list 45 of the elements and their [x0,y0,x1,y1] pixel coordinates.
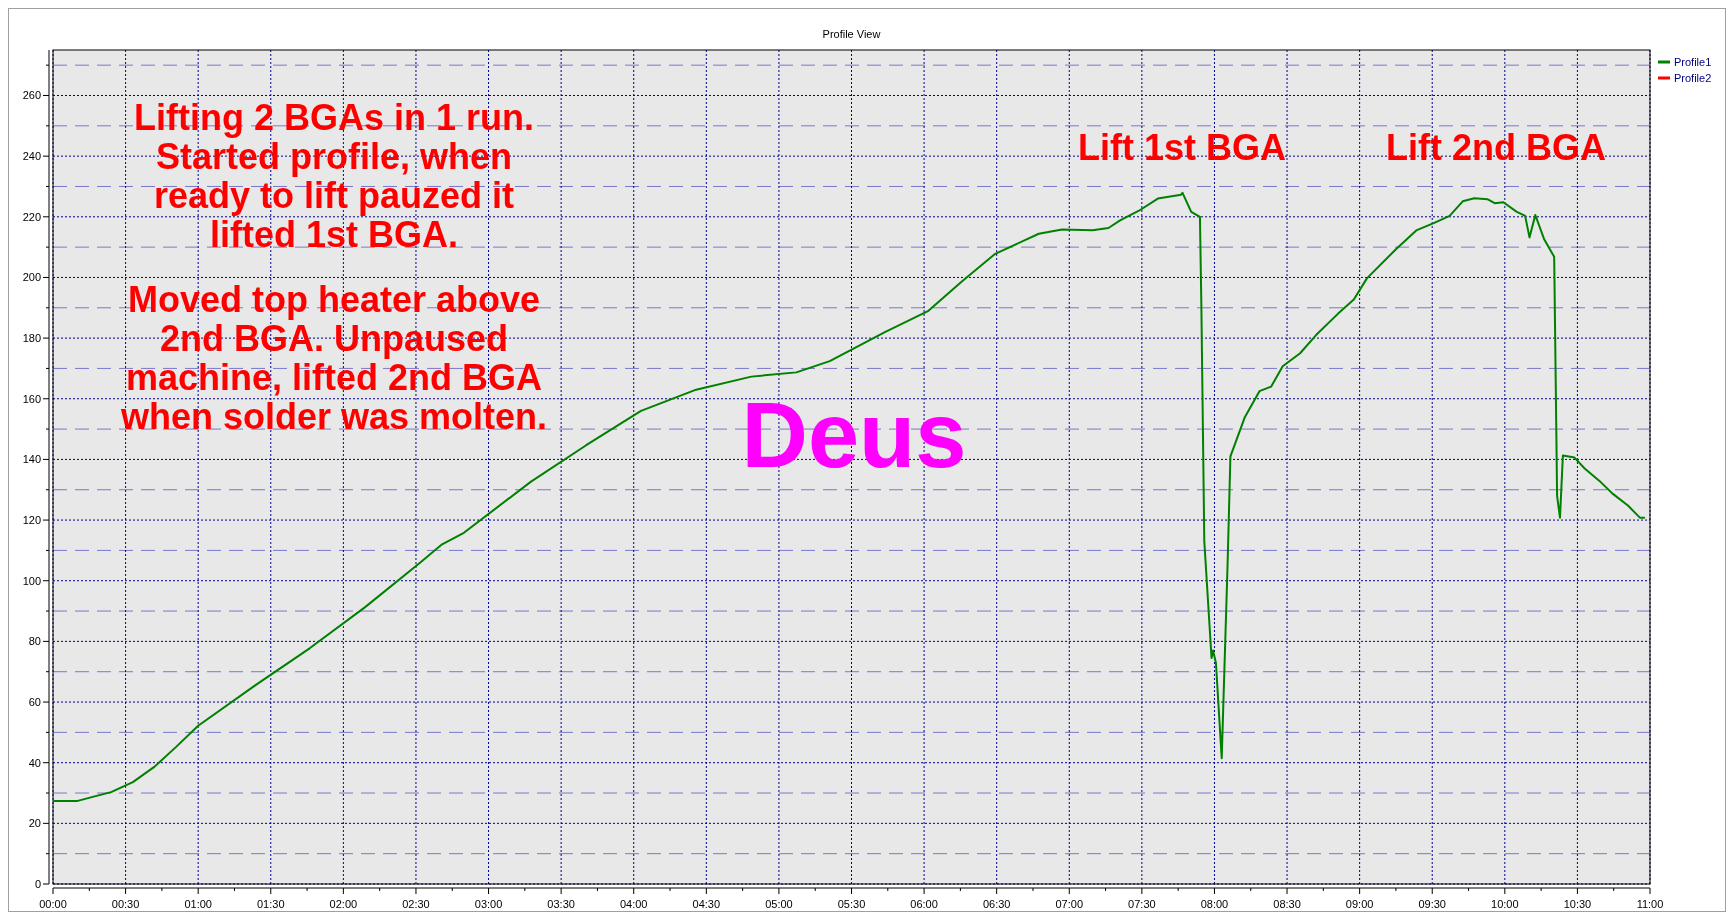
x-tick-label: 09:00 [1345,898,1374,910]
y-tick-label: 60 [28,696,41,709]
x-tick-label: 10:00 [1491,898,1519,910]
legend-label: Profile2 [1674,72,1712,84]
x-tick-label: 06:30 [982,898,1011,910]
y-tick-label: 240 [22,150,41,163]
legend-label: Profile1 [1674,56,1712,68]
x-tick-label: 02:30 [402,898,430,910]
annotation: Moved top heater above 2nd BGA. Unpaused machine, lifted 2nd BGA when solder was molten. [119,279,548,437]
y-tick-label: 0 [34,878,41,890]
x-tick-label: 04:00 [619,898,648,910]
y-tick-label: 100 [22,574,41,587]
y-tick-label: 20 [28,817,41,830]
x-tick-label: 07:00 [1055,898,1084,910]
annotation: Lift 1st BGA [1077,127,1287,168]
annotation: Lift 2nd BGA [1386,127,1606,168]
x-tick-label: 08:00 [1200,898,1229,910]
x-tick-label: 01:00 [184,898,212,910]
y-tick-label: 120 [22,514,41,527]
x-tick-label: 05:30 [837,898,866,910]
x-tick-label: 02:00 [329,898,358,910]
y-tick-label: 220 [22,210,41,223]
x-tick-label: 08:30 [1273,898,1301,910]
chart-title: Profile View [822,28,881,40]
x-tick-label: 11:00 [1636,898,1664,910]
x-tick-label: 01:30 [257,898,285,910]
x-tick-label: 06:00 [910,898,938,910]
y-tick-label: 260 [22,89,41,102]
x-tick-label: 00:00 [39,898,67,910]
y-tick-label: 160 [22,392,41,405]
y-tick-label: 80 [28,635,41,648]
x-tick-label: 05:00 [765,898,793,910]
annotation: Lifting 2 BGAs in 1 run. Started profile, when ready to lift pauzed it lifted 1st BGA. [133,97,535,255]
x-tick-label: 03:00 [474,898,503,910]
x-tick-label: 09:30 [1418,898,1446,910]
x-tick-label: 03:30 [547,898,575,910]
annotation: Deus [741,384,967,486]
y-tick-label: 40 [28,756,41,769]
x-tick-label: 04:30 [692,898,721,910]
y-tick-label: 140 [22,453,41,466]
x-tick-label: 00:30 [111,898,140,910]
y-tick-label: 200 [22,271,41,284]
x-tick-label: 10:30 [1563,898,1592,910]
x-tick-label: 07:30 [1128,898,1156,910]
y-tick-label: 180 [22,332,41,345]
